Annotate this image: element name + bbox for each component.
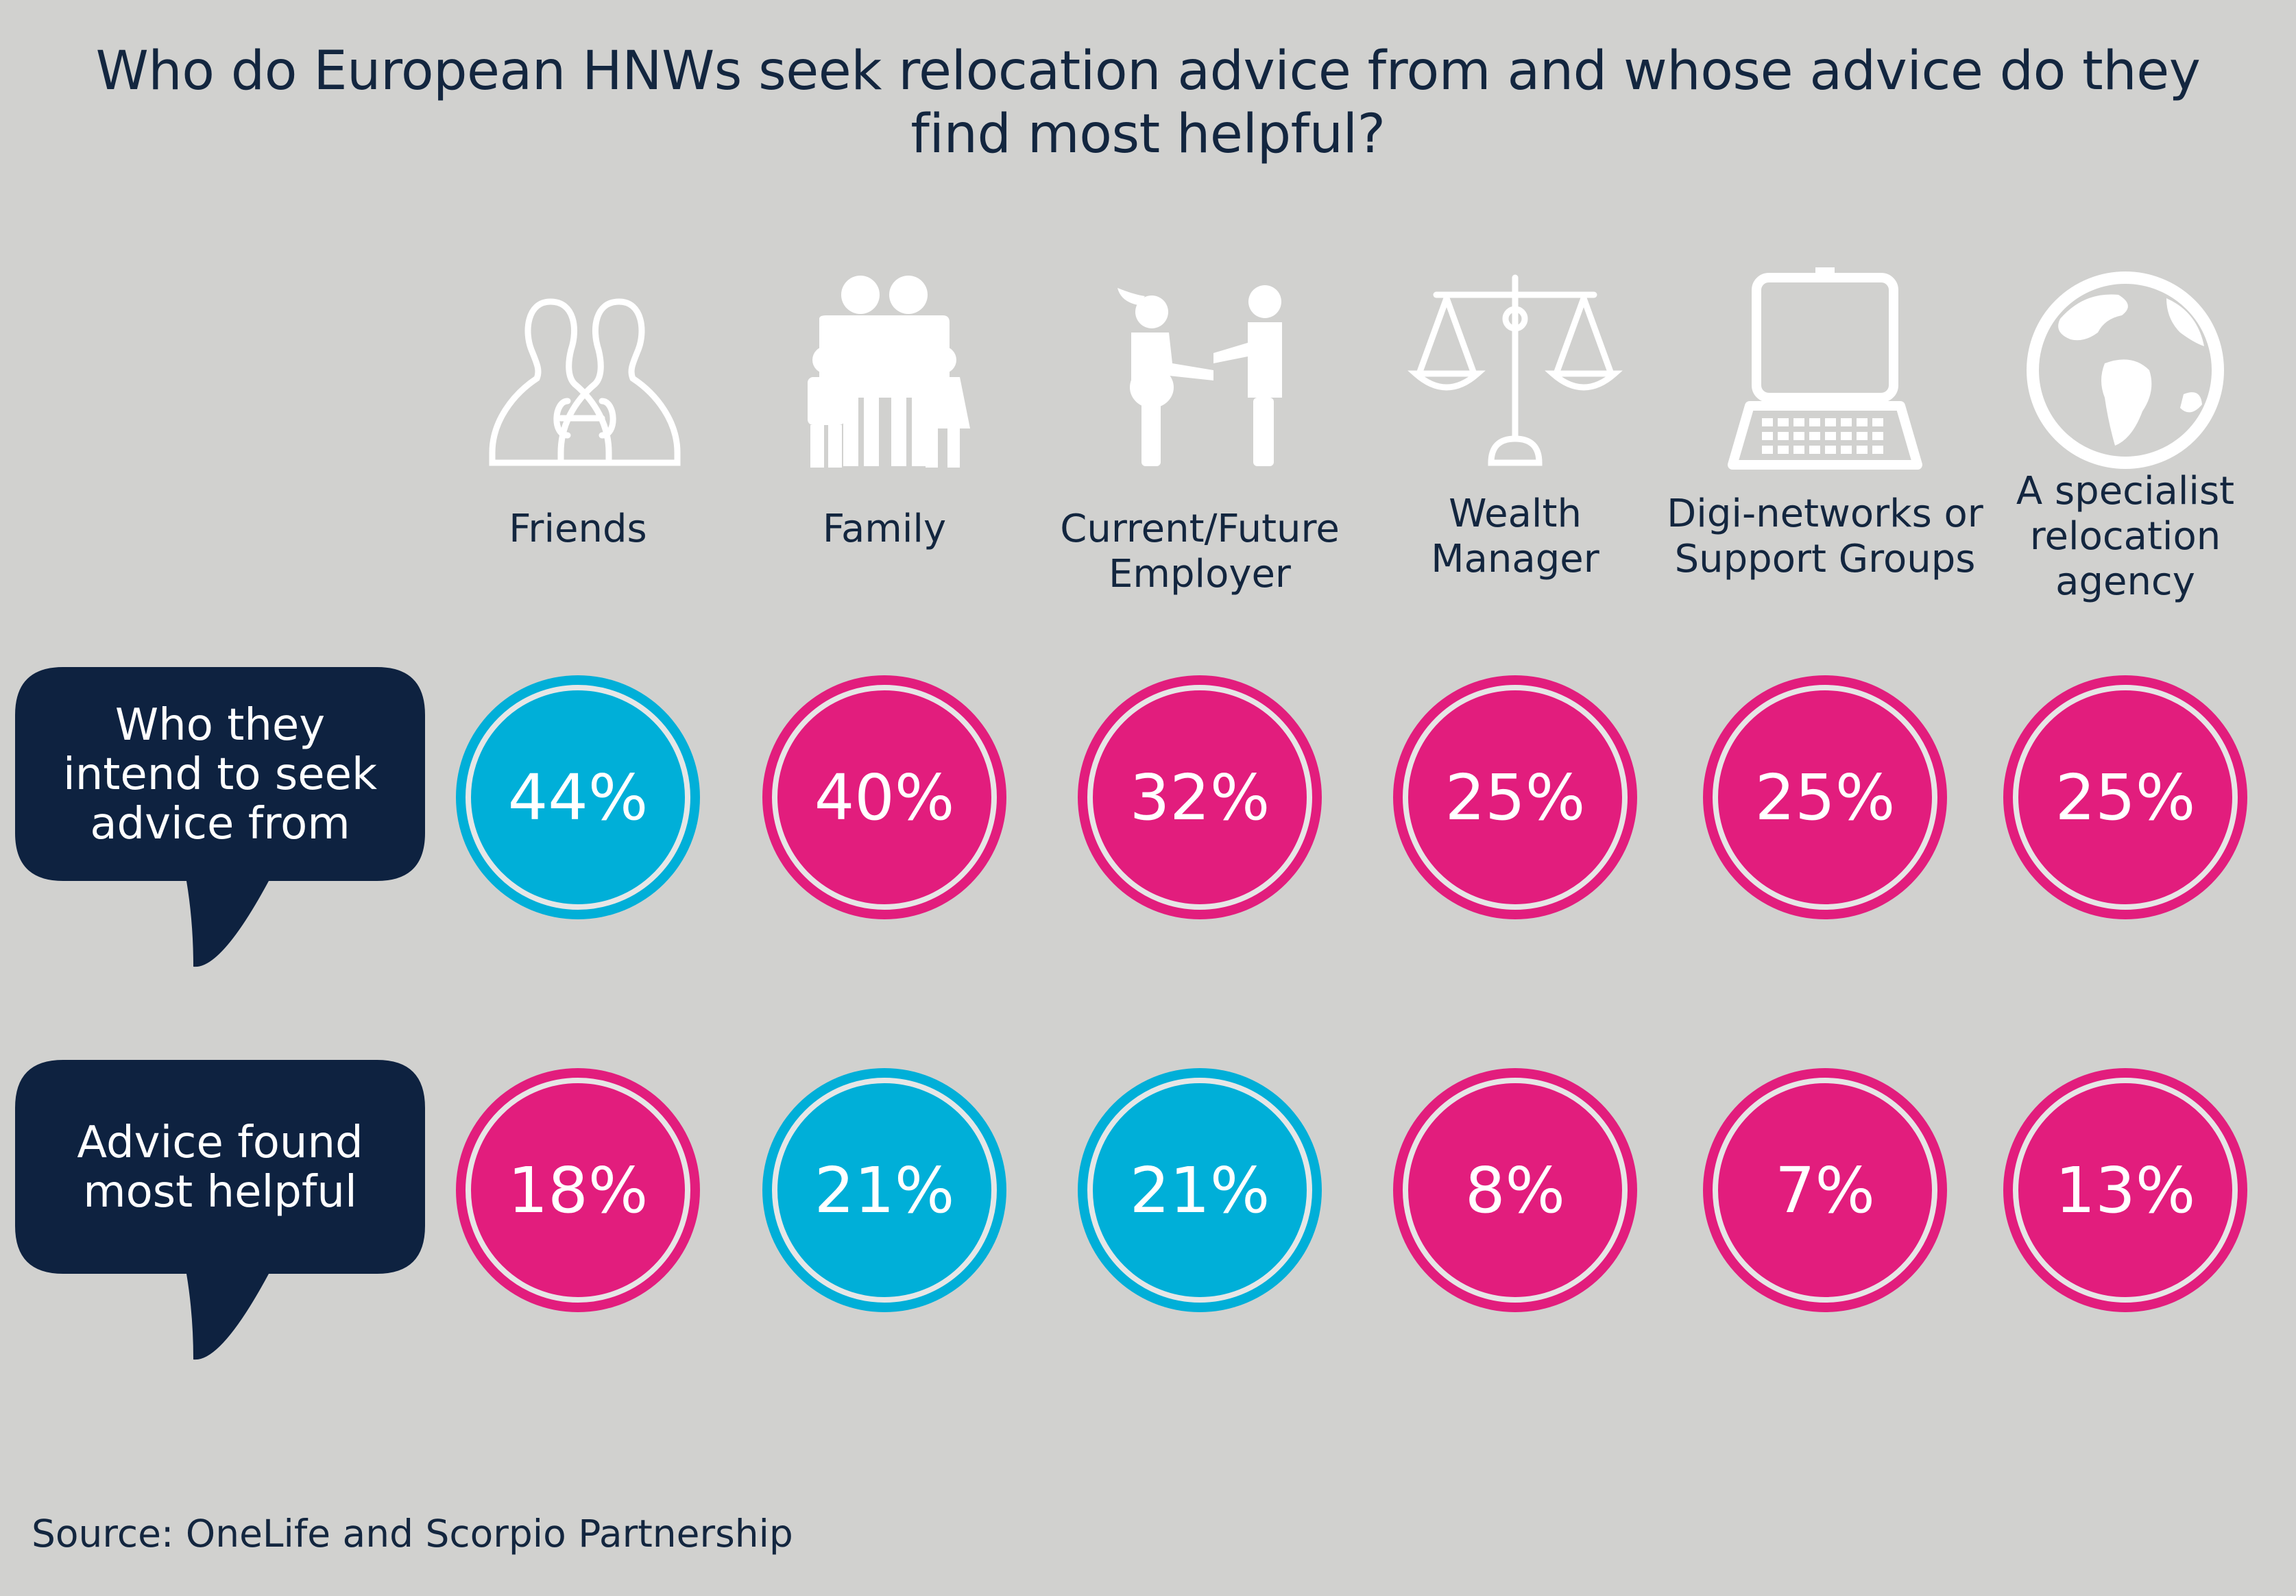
source-note: Source: OneLife and Scorpio Partnership [32,1512,793,1556]
value-circle-ring [772,1078,997,1303]
category-label-line: Employer [1109,552,1292,596]
laptop-key [1872,446,1883,454]
laptop-key [1778,418,1789,426]
category-label-line: Support Groups [1675,537,1976,581]
family-icon [808,276,970,468]
value-circle-ring [466,1078,690,1303]
value-label: 25% [2055,761,2195,834]
value-circle-outer [2003,675,2247,919]
value-label: 25% [1445,761,1585,834]
value-circle-ring [466,685,690,910]
category-label-line: Current/Future [1060,507,1340,551]
category-label-line: Manager [1431,537,1599,581]
category-label: Friends [509,507,646,551]
value-label: 21% [1130,1154,1270,1227]
value-circle-outer [1703,1068,1947,1312]
value-label: 18% [508,1154,648,1227]
value-label: 21% [814,1154,954,1227]
series-name-bubble [15,1060,425,1360]
laptop-key [1825,418,1836,426]
series-name-line: Who they [115,700,325,751]
laptop-key [1872,418,1883,426]
laptop-key [1778,446,1789,454]
laptop-key [1809,446,1820,454]
value-label: 8% [1465,1154,1565,1227]
laptop-key [1825,446,1836,454]
series-name: Advice found most helpful [77,1117,363,1218]
category-label: A specialist relocation agency [2016,469,2234,604]
category-label: Wealth Manager [1431,492,1599,581]
value-circle-outer [1393,675,1637,919]
category-label-line: relocation [2030,514,2221,559]
category-label-line: Wealth [1449,492,1582,536]
category-label-line: A specialist [2016,469,2234,513]
series-name: Who they intend to seek advice from [63,700,377,849]
value-circle-outer [1078,675,1322,919]
laptop-key [1841,446,1852,454]
laptop-key [1841,418,1852,426]
value-circle-ring [1087,1078,1312,1303]
laptop-key [1793,418,1804,426]
value-circle-outer [762,1068,1006,1312]
category-label: Current/Future Employer [1060,507,1340,596]
laptop-key [1841,432,1852,440]
value-label: 7% [1775,1154,1875,1227]
value-circle-outer [456,675,700,919]
laptop-key [1857,432,1868,440]
value-circle-ring [1403,685,1628,910]
value-circle-outer [1703,675,1947,919]
category-label-line: Friends [509,507,646,551]
value-circle-outer [762,675,1006,919]
series-name-line: advice from [90,799,350,849]
series-name-line: intend to seek [63,749,377,800]
laptop-key [1857,446,1868,454]
series-name-line: most helpful [83,1167,357,1218]
handshake-icon [1117,285,1282,466]
value-circle-outer [1078,1068,1322,1312]
laptop-key [1762,418,1773,426]
value-circle-ring [1403,1078,1628,1303]
laptop-key [1793,446,1804,454]
value-circle-outer [2003,1068,2247,1312]
value-circle-ring [1713,1078,1937,1303]
friends-icon [492,302,677,463]
laptop-key [1762,446,1773,454]
laptop-key [1872,432,1883,440]
value-label: 44% [508,761,648,834]
scales-icon [1416,278,1615,463]
value-circle-ring [1713,685,1937,910]
title-line-2: find most helpful? [910,104,1386,165]
value-circle-outer [456,1068,700,1312]
laptop-key [1778,432,1789,440]
category-label-line: Digi-networks or [1667,492,1984,536]
value-circle-ring [2013,685,2238,910]
value-circle-outer [1393,1068,1637,1312]
category-label: Family [823,507,946,551]
series-row: Who they intend to seek advice from 44% 40% 3… [15,667,2247,967]
category-label-line: Family [823,507,946,551]
value-label: 25% [1755,761,1895,834]
series-name-bubble [15,667,425,967]
value-label: 40% [814,761,954,834]
value-label: 13% [2055,1154,2195,1227]
laptop-key [1809,432,1820,440]
value-circle-ring [772,685,997,910]
value-label: 32% [1130,761,1270,834]
value-circle-ring [2013,1078,2238,1303]
series-row: Advice found most helpful 18% 21% 21% 8% 7% 13% [15,1060,2247,1360]
laptop-key [1857,418,1868,426]
laptop-key [1793,432,1804,440]
category-label-line: agency [2055,559,2195,604]
category-label: Digi-networks or Support Groups [1667,492,1984,581]
series-name-line: Advice found [77,1117,363,1168]
laptop-key [1762,432,1773,440]
globe-icon [2033,278,2218,463]
title-line-1: Who do European HNWs seek relocation adv… [95,40,2201,102]
value-circle-ring [1087,685,1312,910]
chart-title: Who do European HNWs seek relocation adv… [0,40,2296,166]
laptop-key [1809,418,1820,426]
laptop-key [1825,432,1836,440]
